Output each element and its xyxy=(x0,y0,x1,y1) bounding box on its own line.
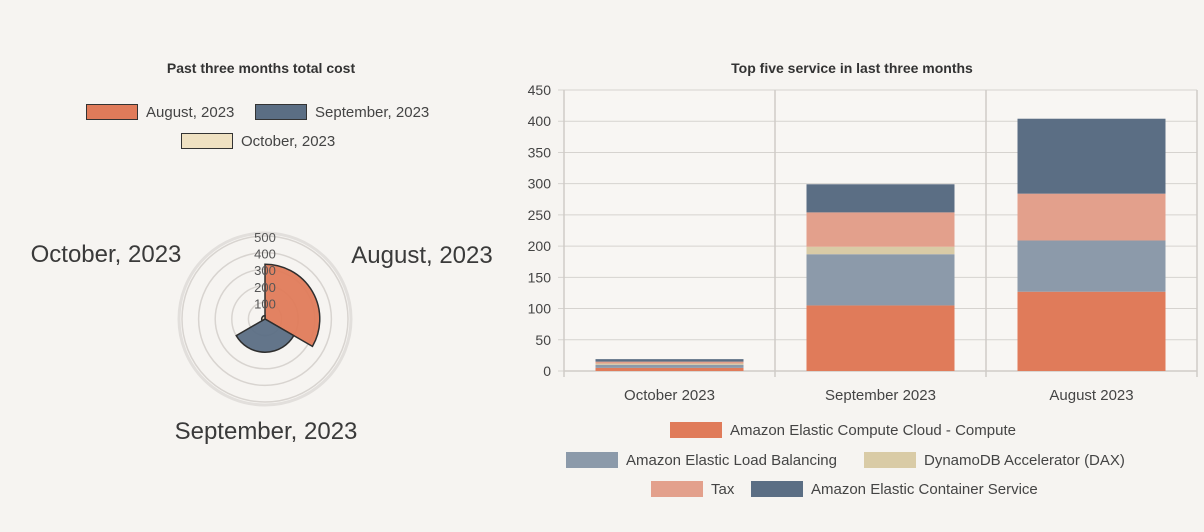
legend-item-september[interactable]: September, 2023 xyxy=(255,103,429,121)
polar-grid-ring xyxy=(181,235,349,403)
y-tick-label: 350 xyxy=(528,144,552,160)
polar-outer-ring xyxy=(177,231,353,407)
bar-segment xyxy=(806,212,955,247)
bar-segment xyxy=(1017,240,1166,292)
legend-swatch xyxy=(670,422,722,438)
polar-tick-label: 300 xyxy=(254,263,276,278)
y-tick-label: 0 xyxy=(543,363,551,379)
legend-label: Amazon Elastic Compute Cloud - Compute xyxy=(730,421,1016,439)
polar-sector xyxy=(235,318,295,353)
x-tick-label: September 2023 xyxy=(825,387,936,404)
polar-sector xyxy=(264,263,321,348)
y-tick-label: 250 xyxy=(528,207,552,223)
y-tick-label: 450 xyxy=(528,82,552,98)
legend-item-dax[interactable]: DynamoDB Accelerator (DAX) xyxy=(864,451,1125,469)
legend-swatch xyxy=(751,481,803,497)
y-tick-label: 200 xyxy=(528,238,552,254)
legend-label: Amazon Elastic Load Balancing xyxy=(626,451,837,469)
polar-sector xyxy=(260,314,266,322)
bar-segment xyxy=(806,254,955,306)
polar-tick-label: 100 xyxy=(254,296,276,311)
bar-segment xyxy=(1017,118,1166,194)
bar-segment xyxy=(595,364,744,368)
legend-swatch xyxy=(864,452,916,468)
legend-swatch xyxy=(181,133,233,149)
legend-swatch xyxy=(255,104,307,120)
legend-label: September, 2023 xyxy=(315,103,430,121)
bar-chart-title: Top five service in last three months xyxy=(731,60,973,76)
legend-swatch xyxy=(566,452,618,468)
bar-segment xyxy=(1017,291,1166,371)
polar-tick-label: 200 xyxy=(254,280,276,295)
bar-segment xyxy=(595,363,744,365)
y-tick-label: 100 xyxy=(528,301,552,317)
legend-label: Amazon Elastic Container Service xyxy=(811,480,1038,498)
y-tick-label: 400 xyxy=(528,113,552,129)
bar-segment xyxy=(1017,193,1166,241)
bar-segment xyxy=(806,184,955,213)
y-tick-label: 300 xyxy=(528,176,552,192)
bar-segment xyxy=(806,246,955,255)
bar-segment xyxy=(595,367,744,371)
bar-chart-panel: Top five service in last three months 0 5… xyxy=(500,0,1204,532)
polar-chart-title: Past three months total cost xyxy=(166,60,356,76)
polar-category-label: August, 2023 xyxy=(351,242,492,269)
legend-item-ecs[interactable]: Amazon Elastic Container Service xyxy=(751,480,1038,498)
polar-chart-panel: Past three months total cost August, 202… xyxy=(0,0,520,532)
legend-item-tax[interactable]: Tax xyxy=(651,480,734,498)
x-tick-label: August 2023 xyxy=(1049,387,1133,404)
bar-segment xyxy=(595,359,744,362)
y-tick-label: 150 xyxy=(528,269,552,285)
legend-item-august[interactable]: August, 2023 xyxy=(86,103,234,121)
legend-label: October, 2023 xyxy=(241,132,336,150)
legend-swatch xyxy=(86,104,138,120)
legend-label: August, 2023 xyxy=(146,103,235,121)
x-tick-label: October 2023 xyxy=(624,387,715,404)
legend-swatch xyxy=(651,481,703,497)
y-tick-label: 50 xyxy=(535,332,551,348)
legend-item-elb[interactable]: Amazon Elastic Load Balancing xyxy=(566,451,837,469)
legend-label: DynamoDB Accelerator (DAX) xyxy=(924,451,1125,469)
bar-chart-svg: 0 50 100 150 200 250 300 350 400 450 October 2023 S… xyxy=(528,82,1198,404)
polar-tick-label: 500 xyxy=(254,230,276,245)
bar-segment xyxy=(595,361,744,364)
legend-label: Tax xyxy=(711,480,735,498)
legend-item-october[interactable]: October, 2023 xyxy=(181,132,335,150)
legend-item-ec2[interactable]: Amazon Elastic Compute Cloud - Compute xyxy=(670,421,1016,439)
polar-category-label: October, 2023 xyxy=(31,241,182,268)
bar-segment xyxy=(806,305,955,371)
polar-tick-label: 400 xyxy=(254,247,276,262)
polar-grid-ring xyxy=(197,251,333,387)
polar-category-label: September, 2023 xyxy=(175,418,358,445)
